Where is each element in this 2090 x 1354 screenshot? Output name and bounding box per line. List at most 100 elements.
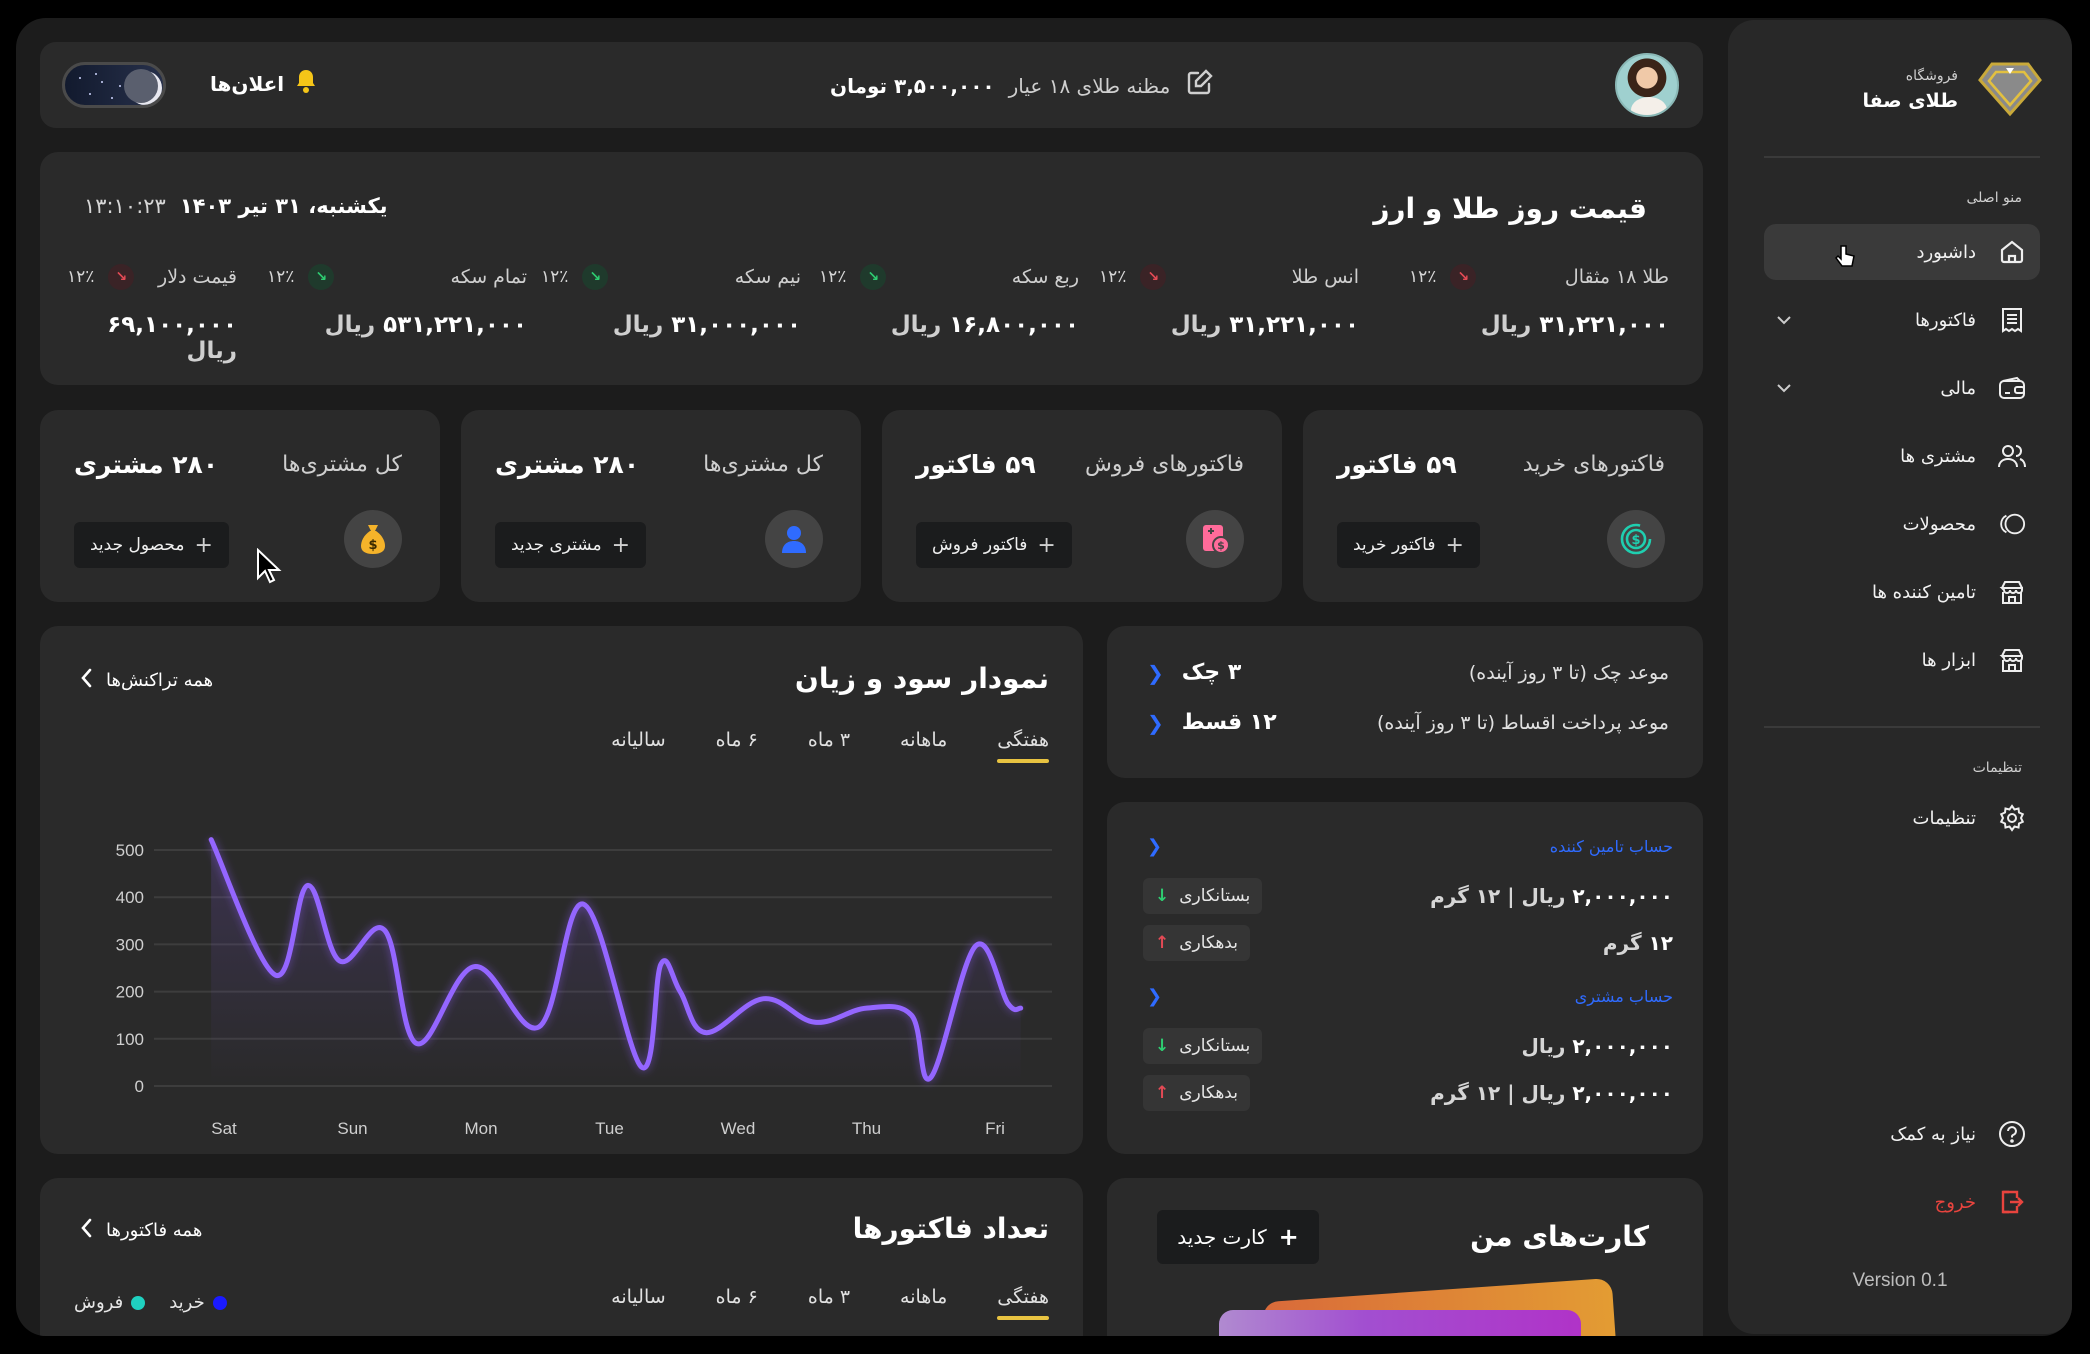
money-bag-icon: $ xyxy=(344,510,402,568)
invoices-title: تعداد فاکتورها xyxy=(852,1212,1049,1245)
price-item: ربع سکه ↘ ۱۲٪ ۱۶,۸۰۰,۰۰۰ ریال xyxy=(819,264,1079,338)
new-card-button[interactable]: + کارت جدید xyxy=(1157,1210,1319,1264)
check-due-row[interactable]: موعد چک (تا ۳ روز آینده) ۳ چک ❮ xyxy=(1147,660,1669,685)
sidebar-item-finance[interactable]: مالی xyxy=(1764,360,2040,416)
gold-price-label: مظنه طلای ۱۸ عیار xyxy=(1008,73,1171,98)
svg-text:100: 100 xyxy=(116,1030,144,1049)
user-icon xyxy=(765,510,823,568)
my-cards-title: کارت‌های من xyxy=(1470,1220,1649,1253)
tab-monthly[interactable]: ماهانه xyxy=(900,729,948,751)
stat-card-sales-invoices: فاکتورهای فروش ۵۹ فاکتور $ + فاکتور فروش xyxy=(882,410,1282,602)
svg-text:Sat: Sat xyxy=(211,1119,237,1138)
rings-icon xyxy=(1998,510,2026,538)
legend-sales: فروش xyxy=(74,1292,146,1313)
arrow-up-icon: ↑ xyxy=(1155,933,1170,953)
tab-monthly[interactable]: ماهانه xyxy=(900,1286,948,1308)
new-purchase-invoice-button[interactable]: + فاکتور خرید xyxy=(1337,522,1480,568)
svg-text:Thu: Thu xyxy=(852,1119,881,1138)
stat-card-purchase-invoices: فاکتورهای خرید ۵۹ فاکتور $ + فاکتور خرید xyxy=(1303,410,1703,602)
tab-3-months[interactable]: ۳ ماه xyxy=(807,1286,851,1308)
version-label: Version 0.1 xyxy=(1852,1270,1948,1291)
sidebar-item-invoices[interactable]: فاکتورها xyxy=(1764,292,2040,348)
prices-title: قیمت روز طلا و ارز xyxy=(1373,192,1647,225)
sidebar-item-help[interactable]: نیاز به کمک xyxy=(1764,1106,2040,1162)
tab-yearly[interactable]: سالیانه xyxy=(611,729,666,751)
svg-text:500: 500 xyxy=(116,841,144,860)
tab-3-months[interactable]: ۳ ماه xyxy=(807,729,851,751)
customer-account-header[interactable]: حساب مشتری ❮ xyxy=(1147,986,1673,1007)
chevron-left-icon[interactable]: ❮ xyxy=(1147,710,1164,735)
chevron-left-icon[interactable]: ❮ xyxy=(1147,836,1163,857)
main-menu-label: منو اصلی xyxy=(1966,190,2023,206)
moon-icon xyxy=(124,69,158,103)
sidebar-item-tools[interactable]: ابزار ها xyxy=(1764,632,2040,688)
bell-icon xyxy=(294,68,318,99)
prices-datetime: یکشنبه، ۳۱ تیر ۱۴۰۳ ۱۳:۱۰:۲۳ xyxy=(84,194,388,218)
sidebar-item-dashboard[interactable]: داشبورد xyxy=(1764,224,2040,280)
trend-icon: ↘ xyxy=(308,264,335,290)
account-row: ۲,۰۰۰,۰۰۰ ریال بستانکاری ↓ xyxy=(1143,1028,1673,1064)
tab-weekly[interactable]: هفتگی xyxy=(997,1286,1049,1320)
plus-icon: + xyxy=(1278,1223,1299,1251)
chevron-down-icon[interactable] xyxy=(1764,315,1804,325)
svg-text:400: 400 xyxy=(116,888,144,907)
tab-weekly[interactable]: هفتگی xyxy=(997,729,1049,763)
profit-loss-chart-card: نمودار سود و زیان همه تراکنش‌ها هفتگی ما… xyxy=(40,626,1083,1154)
chart-period-tabs: هفتگی ماهانه ۳ ماه ۶ ماه سالیانه xyxy=(611,729,1049,763)
all-transactions-link[interactable]: همه تراکنش‌ها xyxy=(80,668,213,693)
credit-badge: بستانکاری ↓ xyxy=(1143,878,1263,914)
notifications-button[interactable]: اعلان‌ها xyxy=(210,68,318,99)
avatar[interactable] xyxy=(1615,53,1679,117)
sidebar-item-settings[interactable]: تنظیمات xyxy=(1764,790,2040,846)
chevron-left-icon xyxy=(80,1218,92,1243)
tab-6-months[interactable]: ۶ ماه xyxy=(715,729,758,751)
notifications-label: اعلان‌ها xyxy=(210,71,285,96)
svg-text:0: 0 xyxy=(135,1077,144,1096)
all-invoices-link[interactable]: همه فاکتورها xyxy=(80,1218,202,1243)
receipt-icon xyxy=(1998,306,2026,334)
gold-price-display: مظنه طلای ۱۸ عیار ۳,۵۰۰,۰۰۰ تومان xyxy=(830,68,1214,103)
sidebar-item-suppliers[interactable]: تامین کننده ها xyxy=(1764,564,2040,620)
svg-text:$: $ xyxy=(368,538,377,553)
chevron-left-icon[interactable]: ❮ xyxy=(1147,660,1164,685)
svg-text:300: 300 xyxy=(116,935,144,954)
price-item: انس طلا ↘ ۱۲٪ ۳۱,۲۲۱,۰۰۰ ریال xyxy=(1099,264,1359,338)
chevron-left-icon[interactable]: ❮ xyxy=(1147,986,1163,1007)
store-icon xyxy=(1998,646,2026,674)
sidebar-item-products[interactable]: محصولات xyxy=(1764,496,2040,552)
sidebar-item-logout[interactable]: خروج xyxy=(1764,1174,2040,1230)
stat-card-customers: کل مشتری‌ها ۲۸۰ مشتری + مشتری جدید xyxy=(461,410,861,602)
invoice-dollar-icon: $ xyxy=(1186,510,1244,568)
account-row: ۲,۰۰۰,۰۰۰ ریال | ۱۲ گرم بدهکاری ↑ xyxy=(1143,1075,1673,1111)
supplier-account-header[interactable]: حساب تامین کننده ❮ xyxy=(1147,836,1673,857)
tab-6-months[interactable]: ۶ ماه xyxy=(715,1286,758,1308)
accounts-card: حساب تامین کننده ❮ ۲,۰۰۰,۰۰۰ ریال | ۱۲ گ… xyxy=(1107,802,1703,1154)
wallet-icon xyxy=(1998,374,2026,402)
my-cards-card: کارت‌های من + کارت جدید xyxy=(1107,1178,1703,1336)
sidebar-item-customers[interactable]: مشتری ها xyxy=(1764,428,2040,484)
price-item: طلا ۱۸ مثقال ↘ ۱۲٪ ۳۱,۲۲۱,۰۰۰ ریال xyxy=(1409,264,1669,338)
arrow-down-icon: ↓ xyxy=(1155,886,1170,906)
installment-due-row[interactable]: موعد پرداخت اقساط (تا ۳ روز آینده) ۱۲ قس… xyxy=(1147,710,1669,735)
brand: فروشگاه طلای صفا xyxy=(1862,58,2042,122)
debit-badge: بدهکاری ↑ xyxy=(1143,925,1250,961)
settings-section-label: تنظیمات xyxy=(1972,760,2022,776)
new-product-button[interactable]: + محصول جدید xyxy=(74,522,229,568)
profit-line-chart: 0 100 200 300 400 500 Sat Sun Mon Tue Wed Thu Fri xyxy=(116,837,1052,1138)
new-customer-button[interactable]: + مشتری جدید xyxy=(495,522,647,568)
brand-logo-icon xyxy=(1978,58,2042,122)
theme-toggle[interactable] xyxy=(62,62,166,108)
svg-text:$: $ xyxy=(1217,539,1225,552)
gold-price-value: ۳,۵۰۰,۰۰۰ تومان xyxy=(830,73,995,98)
arrow-up-icon: ↑ xyxy=(1155,1083,1170,1103)
invoices-legend: خرید فروش xyxy=(74,1292,227,1313)
chevron-down-icon[interactable] xyxy=(1764,383,1804,393)
tab-yearly[interactable]: سالیانه xyxy=(611,1286,666,1308)
edit-icon[interactable] xyxy=(1184,68,1214,103)
new-sales-invoice-button[interactable]: + فاکتور فروش xyxy=(916,522,1072,568)
bank-card-front[interactable] xyxy=(1219,1310,1581,1336)
home-icon xyxy=(1998,238,2026,266)
svg-text:200: 200 xyxy=(116,983,144,1002)
trend-icon: ↘ xyxy=(860,264,887,290)
chart-title: نمودار سود و زیان xyxy=(794,662,1049,695)
